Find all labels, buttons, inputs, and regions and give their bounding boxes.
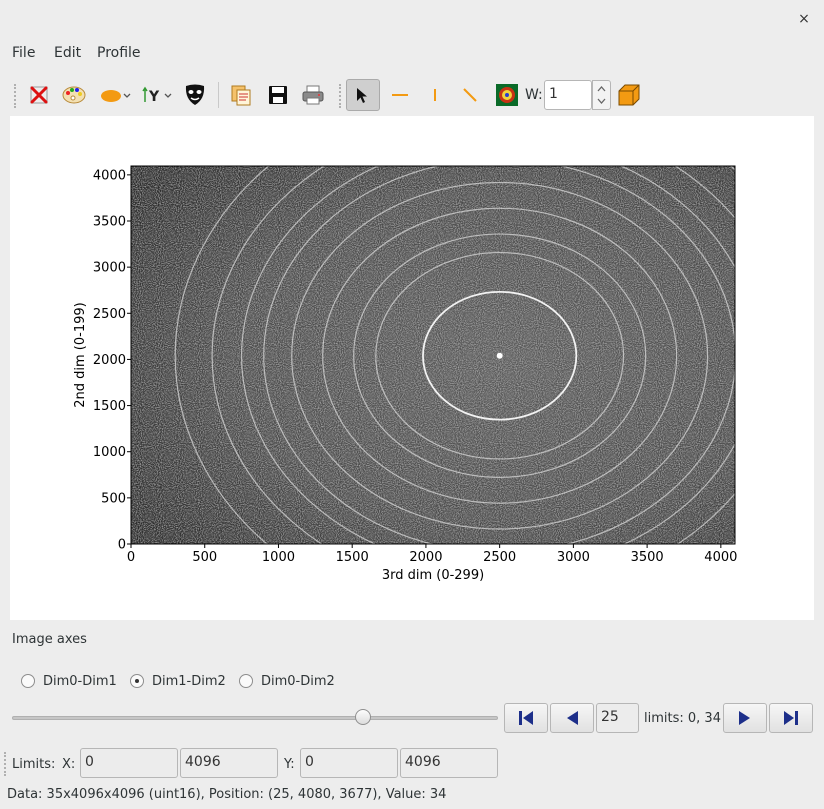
y-min-input[interactable]: 0 [300,748,398,778]
save-icon[interactable] [263,80,293,110]
x-tick-label: 4000 [704,550,737,565]
y-limits-label: Y: [284,757,295,772]
frame-slider-handle[interactable] [355,709,372,725]
radio-label: Dim0-Dim2 [261,673,335,689]
plot-frame [130,165,736,545]
clear-icon[interactable] [24,80,54,110]
copy-icon[interactable] [226,80,256,110]
toolbar-separator [218,82,219,108]
frame-input[interactable]: 25 [596,703,639,733]
menu-profile[interactable]: Profile [97,45,141,61]
diffraction-ring [353,233,647,478]
pointer-icon[interactable] [346,79,380,111]
mask-icon[interactable] [180,80,210,110]
x-tick-label: 2500 [483,550,516,565]
radio-circle[interactable] [130,674,144,688]
frame-slider-track[interactable] [12,716,498,720]
diffraction-ring [291,181,709,530]
radio-circle[interactable] [21,674,35,688]
menu-file[interactable]: File [12,45,36,61]
y-axis-icon[interactable]: Y [139,80,175,110]
y-tick-label: 0 [118,538,126,553]
radio-circle[interactable] [239,674,253,688]
width-input[interactable]: 1 [544,80,592,110]
heatmap-noise [131,166,735,544]
plot-area[interactable]: 0 500 1000 1500 2000 2500 3000 3500 4000 0 500 1000… [10,116,814,620]
ellipse-icon[interactable] [98,80,134,110]
last-frame-button[interactable] [769,703,813,733]
y-tick-label: 500 [101,491,126,506]
x-tick-label: 1000 [262,550,295,565]
menu-edit[interactable]: Edit [54,45,82,61]
y-tick-label: 3500 [93,215,126,230]
skip-last-icon [784,711,798,725]
diffraction-ring [322,207,678,504]
status-bar: Data: 35x4096x4096 (uint16), Position: (… [7,787,447,802]
palette-icon[interactable] [59,80,89,110]
x-tick-label: 3000 [557,550,590,565]
y-max-input[interactable]: 4096 [400,748,498,778]
diagonal-line-icon[interactable] [455,80,485,110]
play-icon [739,711,750,725]
y-tick-label: 1000 [93,445,126,460]
3d-box-icon[interactable] [614,80,644,110]
diffraction-ring [263,166,735,544]
y-tick-label: 2500 [93,307,126,322]
image-profile-icon[interactable] [492,80,522,110]
image-axes-title: Image axes [12,632,87,647]
radio-dim0-dim1[interactable]: Dim0-Dim1 [21,672,117,690]
y-tick-label: 1500 [93,399,126,414]
beam-center [496,352,503,359]
image-plot[interactable]: 0 500 1000 1500 2000 2500 3000 3500 4000 0 500 1000… [10,116,814,620]
diffraction-ring [422,290,578,421]
x-tick-label: 2000 [409,550,442,565]
x-tick-label: 1500 [336,550,369,565]
previous-frame-button[interactable] [550,703,594,733]
radio-label: Dim1-Dim2 [152,673,226,689]
y-tick-label: 3000 [93,261,126,276]
radio-dim1-dim2[interactable]: Dim1-Dim2 [130,672,226,690]
x-tick-label: 0 [127,550,135,565]
x-max-input[interactable]: 4096 [180,748,278,778]
y-axis-label: 2nd dim (0-199) [73,302,88,407]
y-tick-label: 4000 [93,168,126,183]
x-min-input[interactable]: 0 [80,748,178,778]
limits-grip [4,752,6,776]
play-back-icon [567,711,578,725]
frame-limits-text: limits: 0, 34 [644,711,721,726]
horizontal-line-icon[interactable] [385,80,415,110]
radio-dim0-dim2[interactable]: Dim0-Dim2 [239,672,335,690]
radio-label: Dim0-Dim1 [43,673,117,689]
x-tick-label: 3500 [631,550,664,565]
diffraction-ring [375,251,625,460]
y-tick-label: 2000 [93,353,126,368]
print-icon[interactable] [298,80,328,110]
next-frame-button[interactable] [723,703,767,733]
diffraction-ring [174,166,735,544]
toolbar-grip [14,84,16,108]
close-window-button[interactable]: × [798,11,810,27]
x-limits-label: X: [62,757,76,772]
x-axis-label: 3rd dim (0-299) [382,568,484,583]
width-spinner[interactable] [592,80,611,110]
toolbar-grip [339,84,341,108]
width-label: W: [525,87,543,103]
skip-first-icon [519,711,533,725]
x-tick-label: 500 [192,550,217,565]
diffraction-ring [241,166,735,544]
svg-text:Y: Y [148,89,160,105]
vertical-line-icon[interactable] [420,80,450,110]
limits-label: Limits: [12,757,56,772]
heatmap-image [131,166,735,544]
diffraction-ring [211,166,735,544]
first-frame-button[interactable] [504,703,548,733]
